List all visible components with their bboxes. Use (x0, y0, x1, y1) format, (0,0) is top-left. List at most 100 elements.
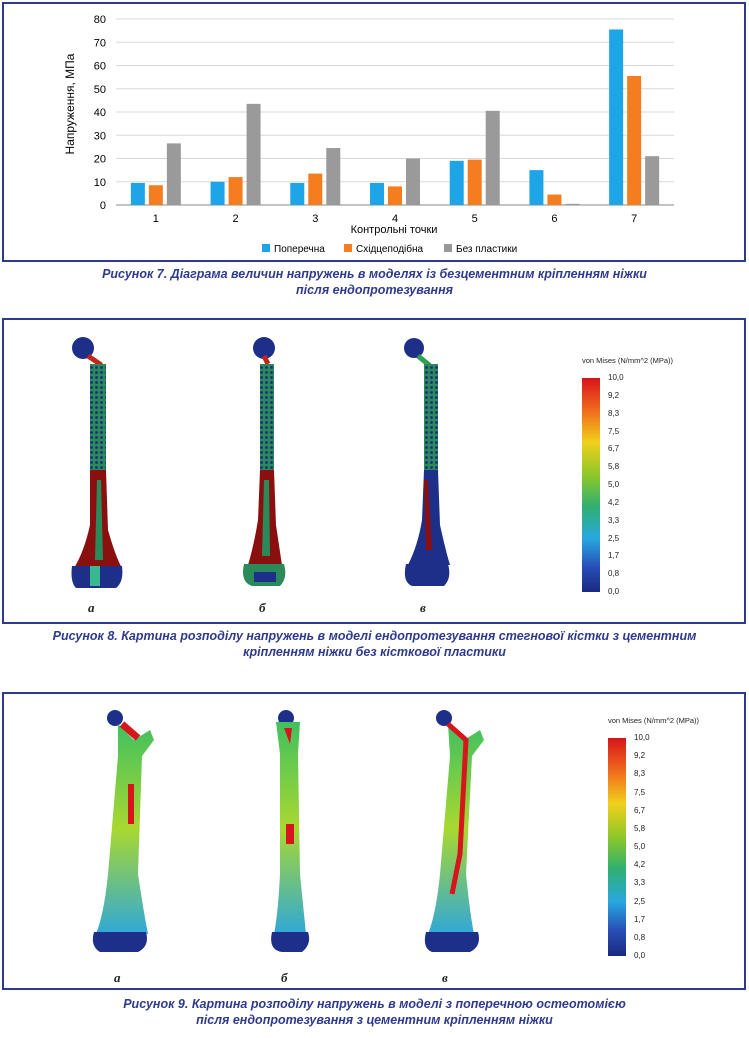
femur-model-b (271, 710, 310, 952)
scale-label: 9,2 (634, 751, 646, 761)
scale-title: von Mises (N/mm^2 (MPa)) (582, 356, 674, 365)
y-tick-label: 70 (94, 37, 106, 49)
bar-2-2 (228, 177, 243, 205)
scale-label: 0,0 (608, 587, 620, 596)
bar-1-6 (529, 170, 544, 205)
y-tick-label: 40 (94, 107, 106, 119)
scale-label: 3,3 (608, 515, 620, 525)
bar-2-6 (547, 194, 562, 205)
figure-9-caption: Рисунок 9. Картина розподілу напружень в… (0, 996, 749, 1028)
scale-label: 6,7 (634, 805, 646, 815)
scale-label: 1,7 (634, 914, 646, 924)
y-axis-label: Напруження, МПа (63, 53, 77, 154)
legend-label: Без пластики (456, 244, 517, 255)
bar-3-2 (246, 103, 261, 205)
bar-2-5 (467, 159, 482, 205)
bar-3-4 (406, 158, 420, 205)
legend-label: Східцеподібна (356, 243, 424, 255)
femur-model-c (404, 338, 450, 586)
legend-swatch (344, 244, 352, 252)
bar-1-3 (290, 182, 305, 205)
y-tick-label: 0 (100, 200, 106, 212)
x-tick-label: 5 (472, 213, 478, 225)
scale-label: 5,0 (608, 480, 620, 489)
scale-title: von Mises (N/mm^2 (MPa)) (608, 716, 700, 725)
scale-label: 1,7 (608, 551, 620, 561)
x-tick-label: 3 (312, 213, 318, 225)
figure-7-caption: Рисунок 7. Діаграма величин напружень в … (0, 266, 749, 298)
caption-line: кріпленням ніжки без кісткової пластики (243, 645, 506, 659)
scale-label: 2,5 (634, 896, 646, 906)
panel-label-b: б (281, 970, 288, 985)
scale-label: 7,5 (608, 426, 620, 436)
panel-label-c: в (420, 600, 426, 615)
panel-label-b: б (259, 600, 266, 615)
legend-swatch (262, 244, 270, 252)
femur-model-c (424, 710, 484, 952)
figure-9-frame: von Mises (N/mm^2 (MPa)) 10,0 9,2 8,3 7,5 6,… (2, 692, 746, 990)
scale-label: 6,7 (608, 444, 620, 454)
color-scale-bar (608, 738, 626, 956)
femur-model-b (243, 337, 286, 586)
bar-2-7 (627, 75, 642, 206)
y-tick-label: 30 (94, 130, 106, 142)
bar-3-7 (645, 156, 660, 205)
scale-label: 2,5 (608, 533, 620, 543)
scale-label: 0,0 (634, 951, 646, 960)
caption-line: після ендопротезування з цементним кріпл… (196, 1013, 553, 1027)
y-tick-label: 80 (94, 14, 106, 26)
scale-label: 0,8 (634, 932, 646, 942)
scale-label: 5,0 (634, 842, 646, 851)
scale-label: 10,0 (634, 733, 650, 742)
caption-line: Рисунок 7. Діаграма величин напружень в … (102, 267, 647, 281)
scale-label: 7,5 (634, 787, 646, 797)
x-tick-label: 7 (631, 213, 637, 225)
femur-model-a (71, 337, 123, 588)
figure-8-frame: von Mises (N/mm^2 (MPa)) 10,0 9,2 8,3 7,5 6,… (2, 318, 746, 624)
y-tick-label: 50 (94, 84, 106, 96)
bar-1-4 (370, 182, 384, 205)
caption-line: після ендопротезування (296, 283, 453, 297)
x-tick-labels: 1 2 3 4 5 6 7 (153, 213, 637, 225)
x-tick-label: 6 (551, 213, 557, 225)
scale-label: 0,8 (608, 569, 620, 579)
figure-8-caption: Рисунок 8. Картина розподілу напружень в… (0, 628, 749, 660)
chart-legend: Поперечна Східцеподібна Без пластики (262, 243, 517, 255)
y-tick-label: 60 (94, 61, 106, 73)
figure-9-image (92, 710, 626, 956)
scale-label: 4,2 (634, 860, 646, 870)
scale-label: 8,3 (634, 769, 646, 779)
panel-label-c: в (442, 970, 448, 985)
y-tick-labels: 0 10 20 30 40 50 60 70 80 (94, 14, 106, 212)
femur-model-a (92, 710, 154, 952)
scale-label: 8,3 (608, 408, 620, 418)
figure-7-frame: 0 10 20 30 40 50 60 70 80 1 2 3 4 5 6 7 Напруження, МП… (2, 2, 746, 262)
chart-grid (116, 18, 674, 206)
y-tick-label: 10 (94, 177, 106, 189)
bar-1-7 (609, 29, 624, 206)
bar-2-1 (148, 185, 163, 205)
color-scale-bar (582, 378, 600, 592)
bar-3-1 (166, 143, 181, 205)
bar-2-3 (308, 173, 323, 205)
legend-swatch (444, 244, 452, 252)
bar-chart: 0 10 20 30 40 50 60 70 80 1 2 3 4 5 6 7 Напруження, МП… (63, 14, 674, 255)
bar-3-6 (565, 203, 580, 205)
panel-label-a: а (88, 600, 95, 615)
x-tick-label: 1 (153, 213, 159, 225)
x-axis-label: Контрольні точки (351, 224, 438, 236)
scale-label: 4,2 (608, 497, 620, 507)
figure-8-image (71, 337, 600, 592)
panel-label-a: а (114, 970, 121, 985)
caption-line: Рисунок 8. Картина розподілу напружень в… (52, 629, 697, 643)
bar-3-5 (485, 110, 500, 205)
x-tick-label: 2 (233, 213, 239, 225)
scale-label: 3,3 (634, 878, 646, 888)
bar-1-2 (210, 181, 225, 205)
scale-label: 9,2 (608, 390, 620, 400)
x-tick-label: 4 (392, 213, 398, 225)
bar-3-3 (326, 148, 341, 205)
scale-label: 10,0 (608, 373, 624, 382)
y-tick-label: 20 (94, 154, 106, 166)
caption-line: Рисунок 9. Картина розподілу напружень в… (123, 997, 626, 1011)
